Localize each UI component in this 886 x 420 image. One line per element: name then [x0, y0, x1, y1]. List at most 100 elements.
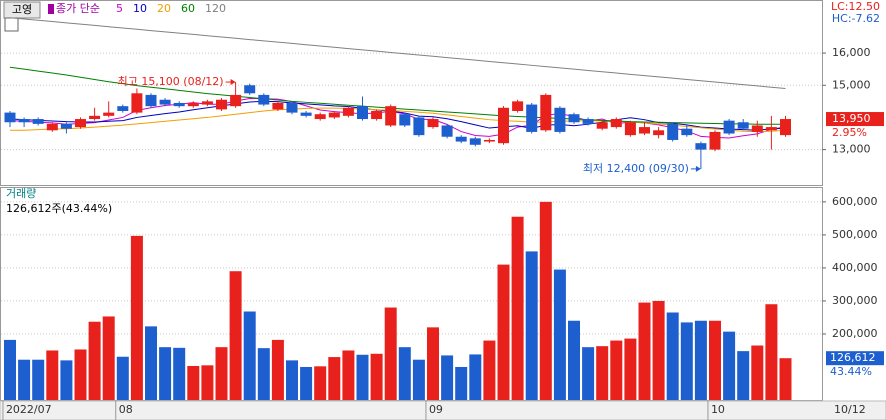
candle-body — [413, 117, 425, 136]
candle-body — [624, 122, 636, 136]
candle-body — [75, 119, 86, 128]
volume-bar — [765, 304, 778, 400]
candle-body — [117, 106, 129, 111]
volume-bar — [215, 347, 228, 400]
arrow-head — [230, 79, 236, 86]
candle-body — [201, 101, 213, 105]
candle-body — [244, 85, 256, 94]
volume-bar — [511, 216, 524, 400]
candle-body — [568, 114, 580, 123]
candle-body — [582, 119, 594, 124]
low-note: 최저 12,400 (09/30) — [583, 162, 689, 175]
volume-bar — [779, 358, 792, 400]
volume-bar — [582, 347, 595, 400]
date-strip — [0, 400, 886, 420]
candle-body — [639, 127, 650, 134]
candle-body — [314, 114, 326, 120]
candle-body — [145, 94, 157, 107]
candle-body — [385, 106, 397, 126]
legend-label: 종가 단순 — [56, 2, 100, 15]
legend-swatch — [48, 4, 54, 14]
y-tick-label: 600,000 — [832, 195, 878, 208]
candle-body — [60, 123, 72, 129]
volume-bar — [723, 331, 736, 400]
x-tick-label: 09 — [429, 403, 443, 416]
volume-bar — [596, 346, 609, 400]
volume-bar — [553, 269, 566, 400]
volume-title: 거래량 — [6, 187, 36, 200]
last-price: 13,950 — [832, 112, 871, 125]
volume-bar — [666, 312, 679, 400]
stock-name-box[interactable] — [3, 1, 41, 19]
volume-bar — [709, 320, 721, 400]
volume-bar — [257, 348, 270, 400]
volume-bar — [568, 320, 580, 400]
volume-bar — [427, 327, 439, 400]
candle-body — [709, 131, 721, 150]
candle-body — [695, 143, 707, 150]
volume-bar — [751, 345, 764, 400]
candle-body — [216, 99, 227, 110]
volume-ratio: 43.44% — [830, 365, 872, 378]
volume-bar — [525, 251, 538, 400]
candle-body — [230, 94, 242, 107]
volume-bar — [412, 359, 425, 400]
volume-bar — [88, 321, 101, 400]
candle-body — [159, 99, 171, 105]
candle-body — [737, 122, 749, 129]
volume-summary: 126,612주(43.44%) — [6, 202, 112, 215]
last-volume-box — [826, 351, 884, 366]
volume-bar — [694, 320, 707, 400]
candle-body — [32, 119, 44, 124]
candle-body — [723, 120, 735, 134]
last-volume: 126,612 — [830, 351, 876, 364]
y-tick-label: 15,000 — [832, 78, 871, 91]
ma-line — [10, 107, 786, 133]
candle-body — [300, 112, 312, 116]
y-tick-label: 500,000 — [832, 228, 878, 241]
volume-bar — [18, 359, 31, 400]
candle-body — [554, 107, 566, 132]
volume-bar — [201, 365, 214, 400]
volume-bar — [271, 339, 284, 400]
legend-item: 5 — [116, 2, 123, 15]
candle-body — [469, 138, 481, 145]
hc: HC:-7.62 — [832, 12, 880, 25]
volume-bar — [46, 350, 59, 400]
y-tick-label: 400,000 — [832, 261, 878, 274]
candle-body — [187, 102, 199, 107]
candle-body — [667, 123, 679, 140]
volume-bar — [737, 351, 750, 400]
volume-bar — [229, 271, 242, 400]
ma-line — [9, 66, 786, 125]
volume-bar — [384, 307, 397, 400]
volume-bar — [328, 357, 341, 400]
candle-body — [540, 94, 552, 131]
x-tick-label: 08 — [119, 403, 133, 416]
volume-bar — [4, 339, 16, 400]
volume-bar — [539, 201, 552, 400]
legend-item: 10 — [133, 2, 147, 15]
candle-body — [103, 112, 115, 116]
volume-bar — [32, 359, 45, 400]
grid-icon[interactable] — [4, 17, 19, 32]
candle-body — [328, 112, 340, 118]
volume-bar — [286, 360, 298, 400]
lc: LC:12.50 — [831, 0, 880, 13]
candle-body — [18, 119, 30, 123]
candle-body — [399, 114, 411, 126]
ma-line — [9, 17, 786, 89]
volume-bar — [243, 311, 256, 400]
end-date: 10/12 — [834, 403, 866, 416]
x-tick-label: 10 — [711, 403, 725, 416]
candle-body — [173, 102, 185, 107]
candle-body — [286, 102, 298, 113]
volume-bar — [173, 347, 186, 400]
y-tick-label: 16,000 — [832, 46, 871, 59]
candle-body — [371, 111, 383, 120]
candle-body — [512, 101, 524, 111]
candle-body — [357, 106, 368, 120]
candle-body — [46, 123, 58, 131]
change: 2.95% — [832, 126, 867, 139]
